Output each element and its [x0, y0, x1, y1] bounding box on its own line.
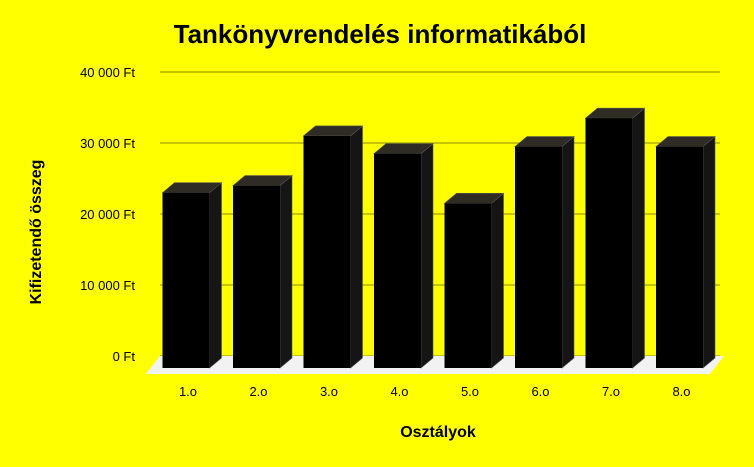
bar-side: [702, 135, 716, 369]
bar: [584, 107, 646, 369]
bar: [373, 143, 434, 369]
x-tick-label: 3.o: [320, 384, 338, 399]
bar-front: [233, 185, 280, 368]
bar-side: [491, 192, 504, 369]
x-tick-label: 4.o: [390, 384, 408, 399]
bar-side: [209, 182, 222, 369]
x-tick-label: 6.o: [531, 384, 549, 399]
bar-front: [515, 146, 562, 368]
x-tick-label: 5.o: [461, 384, 479, 399]
bar-side: [350, 125, 363, 369]
bar-side: [279, 174, 293, 369]
bar-side: [420, 143, 434, 369]
bar-front: [374, 153, 421, 368]
bar-side: [632, 107, 645, 369]
bar-front: [585, 118, 633, 369]
chart-floor: [146, 356, 724, 374]
y-tick-label: 0 Ft: [113, 349, 136, 364]
chart-title: Tankönyvrendelés informatikából: [174, 19, 587, 49]
y-tick-label: 10 000 Ft: [80, 278, 135, 293]
bar: [302, 125, 364, 369]
x-axis-ticks: 1.o 2.o 3.o 4.o 5.o 6.o 7.o 8.o: [179, 384, 691, 399]
y-tick-label: 40 000 Ft: [80, 65, 135, 80]
x-axis-title: Osztályok: [400, 424, 476, 441]
bar: [161, 182, 223, 369]
y-tick-label: 20 000 Ft: [80, 207, 135, 222]
bar-front: [656, 146, 703, 368]
bars: [161, 107, 716, 369]
x-tick-label: 8.o: [672, 384, 690, 399]
bar-front: [444, 203, 492, 368]
bar: [514, 135, 575, 369]
x-tick-label: 2.o: [249, 384, 267, 399]
x-tick-label: 7.o: [602, 384, 620, 399]
bar-side: [561, 135, 575, 369]
bar: [443, 192, 505, 369]
bar: [232, 174, 293, 369]
bar-front: [303, 135, 351, 368]
bar-front: [162, 192, 210, 368]
x-tick-label: 1.o: [179, 384, 197, 399]
y-axis-ticks: 0 Ft 10 000 Ft 20 000 Ft 30 000 Ft 40 000 Ft: [80, 65, 135, 364]
y-axis-title: Kifizetendő összeg: [28, 160, 45, 305]
y-tick-label: 30 000 Ft: [80, 136, 135, 151]
bar: [655, 135, 716, 369]
